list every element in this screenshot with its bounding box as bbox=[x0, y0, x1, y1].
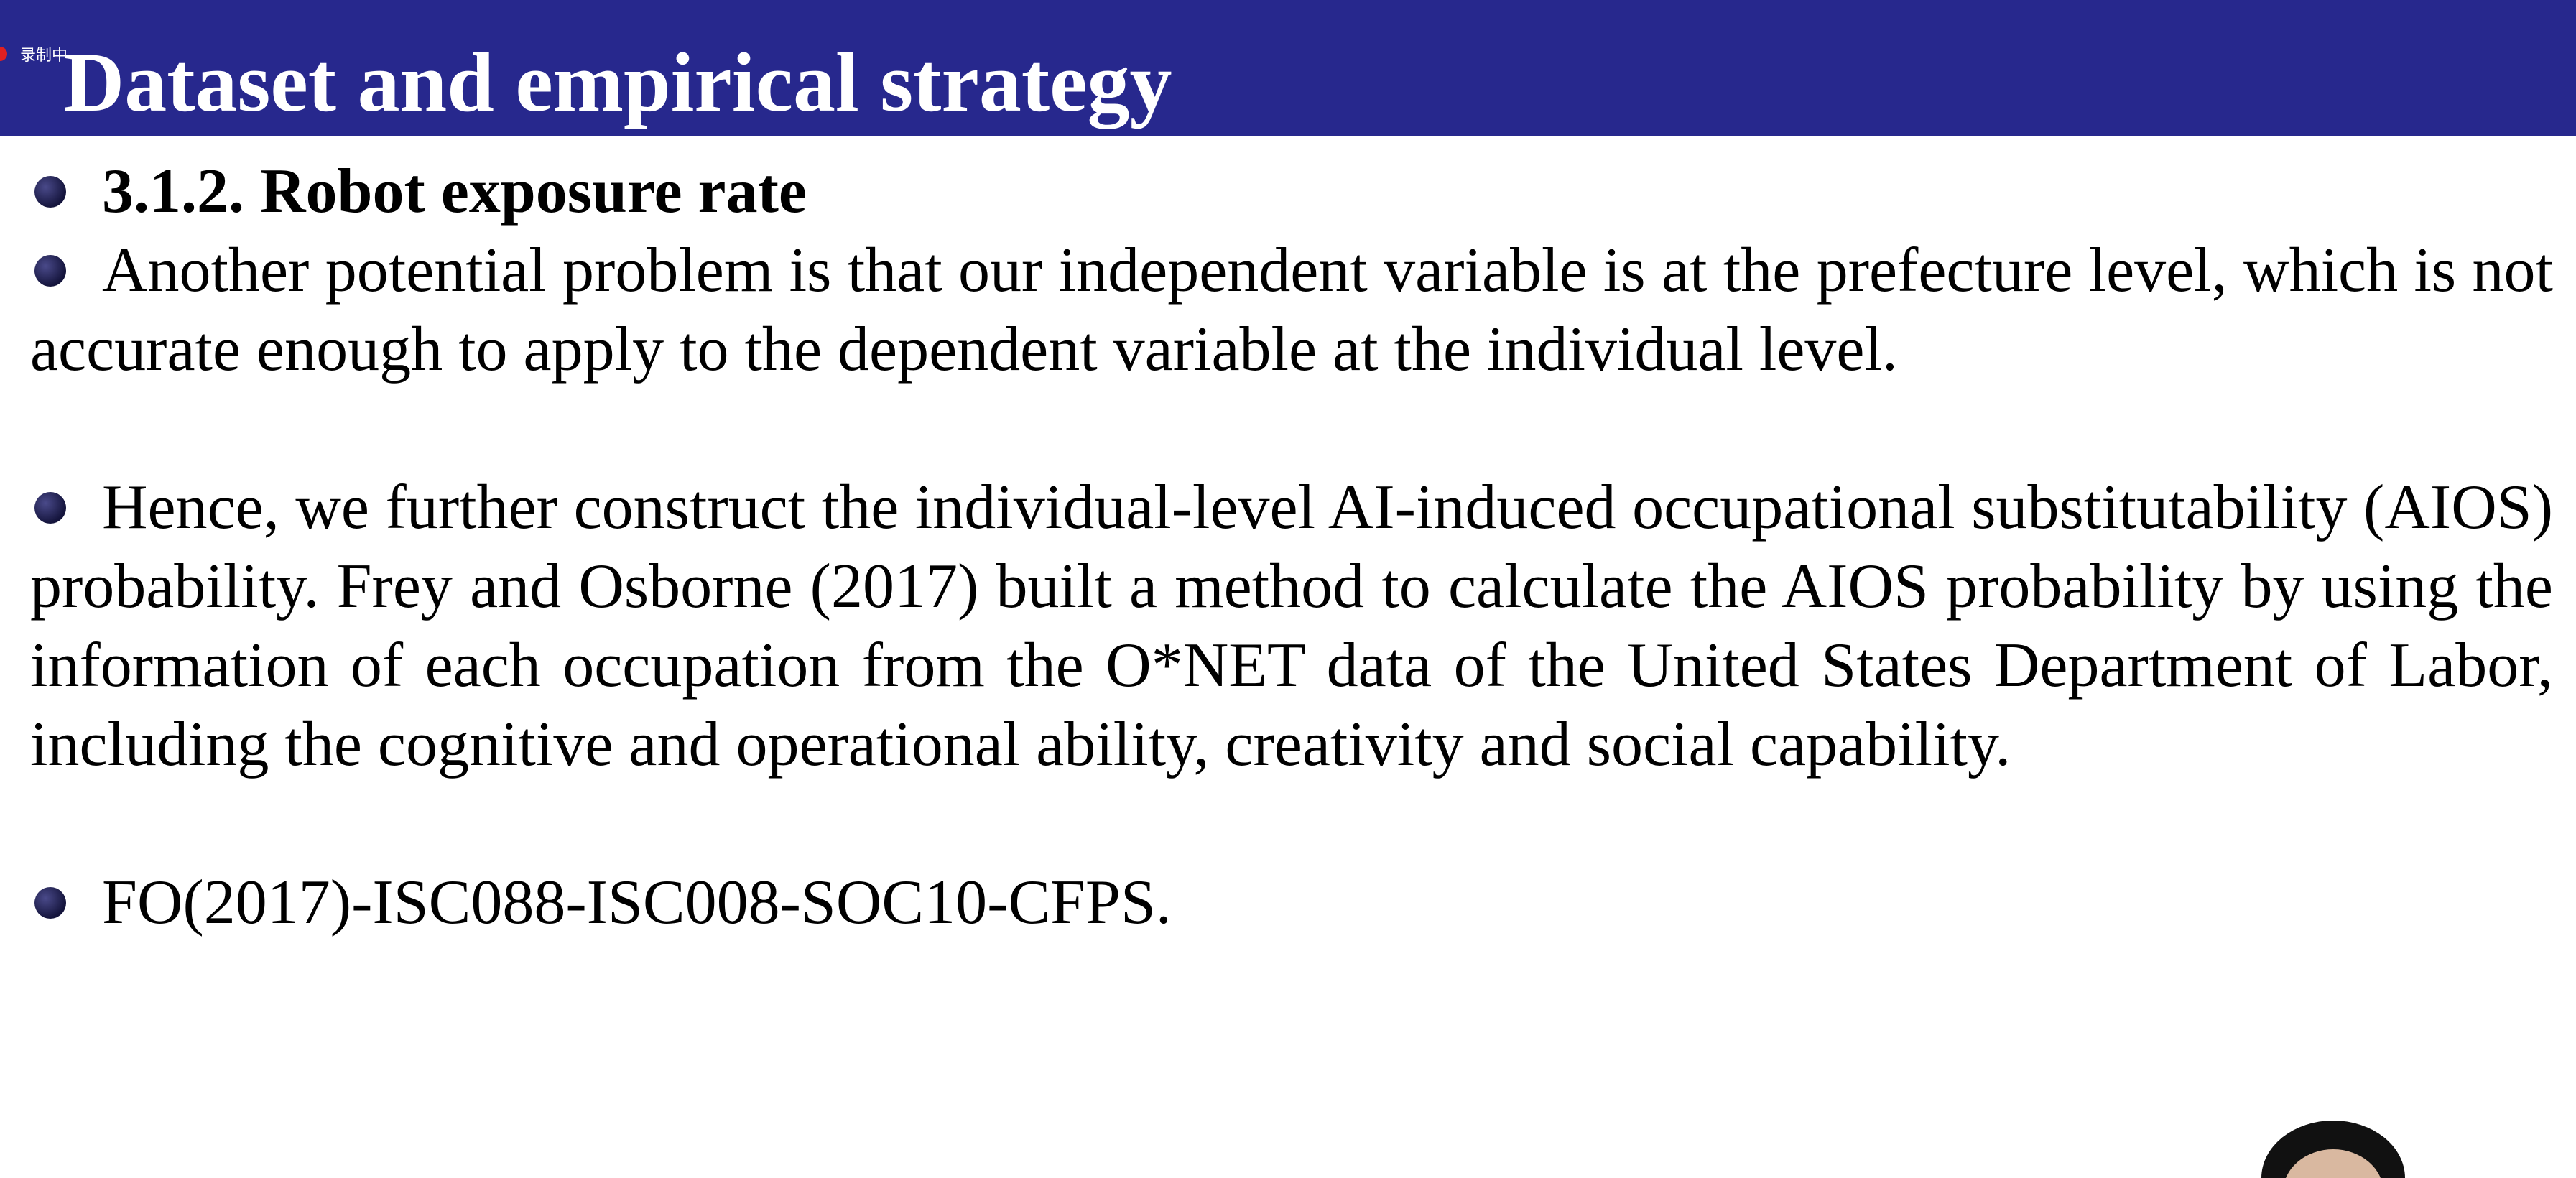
bullet-dot-icon bbox=[34, 175, 66, 208]
spacer bbox=[30, 389, 2553, 468]
slide-body: 3.1.2. Robot exposure rate Another poten… bbox=[30, 152, 2553, 942]
slide-title: Dataset and empirical strategy bbox=[63, 35, 1172, 129]
presenter-face bbox=[2283, 1149, 2383, 1178]
recording-indicator: 录制中 bbox=[0, 43, 68, 65]
paragraph-2-text: Hence, we further construct the individu… bbox=[30, 473, 2553, 779]
bullet-dot-icon bbox=[34, 254, 66, 287]
paragraph-1: Another potential problem is that our in… bbox=[30, 231, 2553, 389]
paragraph-2: Hence, we further construct the individu… bbox=[30, 468, 2553, 784]
paragraph-3: FO(2017)-ISC088-ISC008-SOC10-CFPS. bbox=[30, 863, 2553, 942]
recording-dot-icon bbox=[0, 47, 7, 61]
spacer bbox=[30, 784, 2553, 863]
section-heading-text: 3.1.2. Robot exposure rate bbox=[102, 157, 807, 226]
presenter-video-thumbnail bbox=[2261, 1121, 2405, 1178]
paragraph-1-text: Another potential problem is that our in… bbox=[30, 236, 2553, 384]
recording-label: 录制中 bbox=[20, 47, 68, 65]
bullet-dot-icon bbox=[34, 886, 66, 919]
bullet-dot-icon bbox=[34, 491, 66, 524]
section-heading: 3.1.2. Robot exposure rate bbox=[30, 152, 2553, 231]
paragraph-3-text: FO(2017)-ISC088-ISC008-SOC10-CFPS. bbox=[102, 868, 1172, 937]
title-bar: 录制中 Dataset and empirical strategy bbox=[0, 0, 2576, 136]
